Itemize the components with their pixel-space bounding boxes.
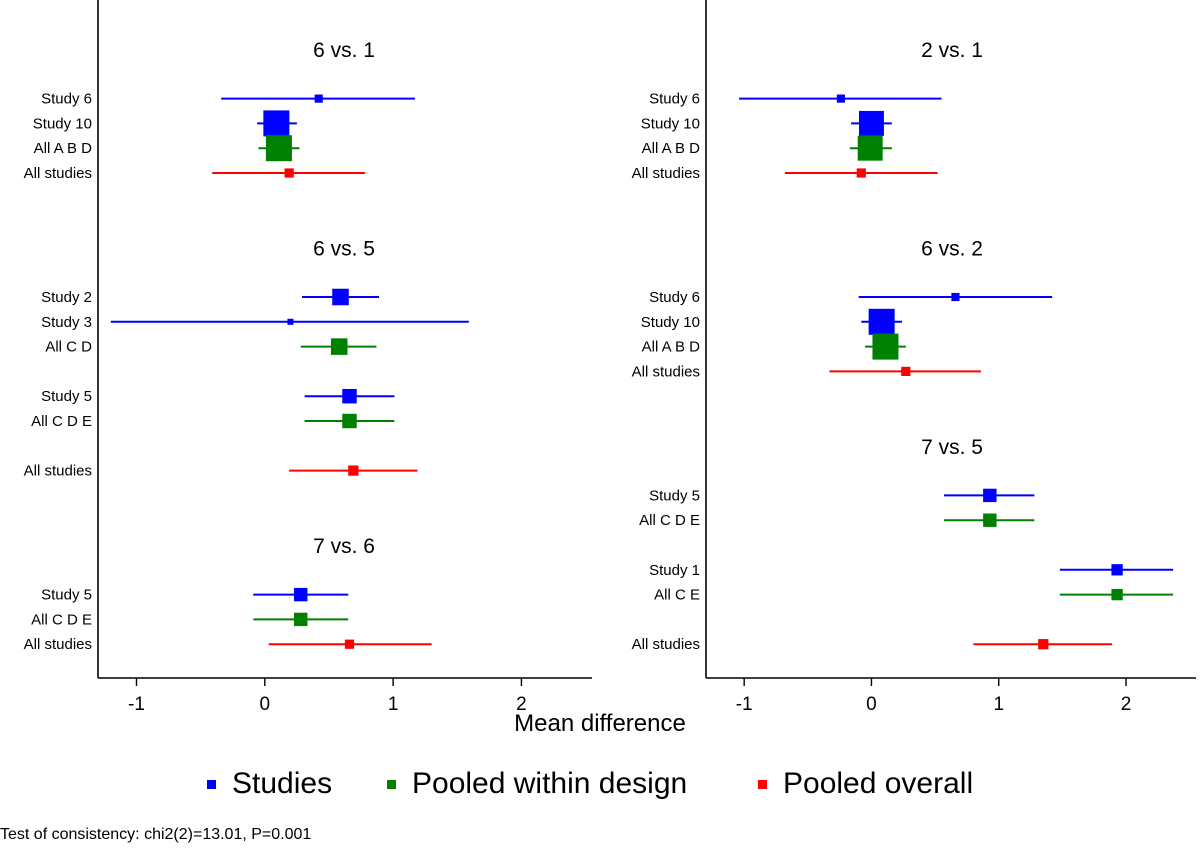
x-axis-title: Mean difference bbox=[514, 710, 686, 737]
row-label: All studies bbox=[632, 636, 700, 653]
comparison-title: 6 vs. 1 bbox=[313, 39, 375, 62]
x-tick-label: 1 bbox=[388, 694, 399, 715]
estimate-marker-overall bbox=[901, 366, 911, 376]
estimate-marker-study bbox=[294, 587, 308, 602]
x-tick-label: 0 bbox=[260, 694, 271, 715]
legend-label-pooled-within-design: Pooled within design bbox=[412, 767, 688, 800]
row-label: Study 10 bbox=[33, 115, 92, 132]
estimate-marker-study bbox=[951, 292, 960, 302]
estimate-marker-design bbox=[342, 413, 357, 429]
row-label: All C D bbox=[45, 339, 92, 356]
legend-item-pooled-within-design: Pooled within design bbox=[387, 762, 687, 806]
row-label: All studies bbox=[632, 165, 700, 182]
x-tick-label: -1 bbox=[128, 694, 145, 715]
legend-item-pooled-overall: Pooled overall bbox=[758, 762, 973, 806]
legend-swatch-studies bbox=[207, 779, 216, 789]
row-label: All C D E bbox=[639, 512, 700, 529]
row-label: Study 6 bbox=[41, 91, 92, 108]
row-label: All A B D bbox=[642, 339, 701, 356]
row-label: All A B D bbox=[642, 140, 701, 157]
estimate-marker-study bbox=[263, 110, 290, 137]
x-tick-label: 1 bbox=[993, 694, 1004, 715]
legend-item-studies: Studies bbox=[207, 762, 332, 806]
estimate-marker-study bbox=[287, 318, 294, 325]
row-label: Study 5 bbox=[649, 487, 700, 504]
row-label: Study 10 bbox=[641, 115, 700, 132]
row-label: All studies bbox=[24, 463, 92, 480]
estimate-marker-study bbox=[858, 110, 884, 136]
x-tick-label: -1 bbox=[736, 694, 753, 715]
row-label: Study 6 bbox=[649, 91, 700, 108]
row-label: All A B D bbox=[34, 140, 93, 157]
comparison-title: 7 vs. 6 bbox=[313, 535, 375, 558]
estimate-marker-study bbox=[342, 388, 357, 404]
estimate-marker-overall bbox=[856, 168, 866, 178]
row-label: Study 3 bbox=[41, 314, 92, 331]
row-label: All studies bbox=[632, 363, 700, 380]
estimate-marker-overall bbox=[344, 639, 355, 649]
estimate-marker-study bbox=[868, 308, 895, 335]
row-label: All C D E bbox=[31, 413, 92, 430]
estimate-marker-overall bbox=[348, 465, 359, 476]
x-tick-label: 0 bbox=[866, 694, 877, 715]
estimate-marker-design bbox=[872, 333, 899, 360]
comparison-title: 7 vs. 5 bbox=[921, 436, 983, 459]
estimate-marker-study bbox=[1111, 564, 1123, 576]
legend-swatch-pooled-overall bbox=[758, 779, 767, 789]
row-label: All C E bbox=[654, 587, 700, 604]
row-label: Study 1 bbox=[649, 562, 700, 579]
estimate-marker-design bbox=[294, 612, 308, 627]
estimate-marker-design bbox=[330, 338, 348, 355]
estimate-marker-design bbox=[983, 513, 997, 527]
estimate-marker-study bbox=[836, 94, 845, 103]
estimate-marker-study bbox=[314, 94, 323, 103]
legend: Studies Pooled within design Pooled over… bbox=[0, 762, 1200, 806]
comparison-title: 6 vs. 5 bbox=[313, 237, 375, 260]
comparison-title: 6 vs. 2 bbox=[921, 237, 983, 260]
estimate-marker-design bbox=[265, 135, 292, 162]
row-label: All studies bbox=[24, 636, 92, 653]
estimate-marker-design bbox=[857, 135, 883, 161]
estimate-marker-design bbox=[1111, 588, 1123, 601]
row-label: Study 5 bbox=[41, 388, 92, 405]
estimate-marker-overall bbox=[1038, 639, 1049, 650]
row-label: All studies bbox=[24, 165, 92, 182]
row-label: Study 10 bbox=[641, 314, 700, 331]
row-label: Study 5 bbox=[41, 587, 92, 604]
legend-swatch-pooled-within-design bbox=[387, 779, 396, 789]
x-tick-label: 2 bbox=[516, 694, 527, 715]
row-label: Study 2 bbox=[41, 289, 92, 306]
consistency-test-note: Test of consistency: chi2(2)=13.01, P=0.… bbox=[0, 826, 312, 843]
legend-label-pooled-overall: Pooled overall bbox=[783, 767, 974, 800]
legend-label-studies: Studies bbox=[232, 767, 333, 800]
row-label: Study 6 bbox=[649, 289, 700, 306]
estimate-marker-overall bbox=[284, 168, 294, 178]
comparison-title: 2 vs. 1 bbox=[921, 39, 983, 62]
estimate-marker-study bbox=[332, 288, 349, 306]
estimate-marker-study bbox=[983, 488, 997, 503]
row-label: All C D E bbox=[31, 611, 92, 628]
x-tick-label: 2 bbox=[1121, 694, 1132, 715]
